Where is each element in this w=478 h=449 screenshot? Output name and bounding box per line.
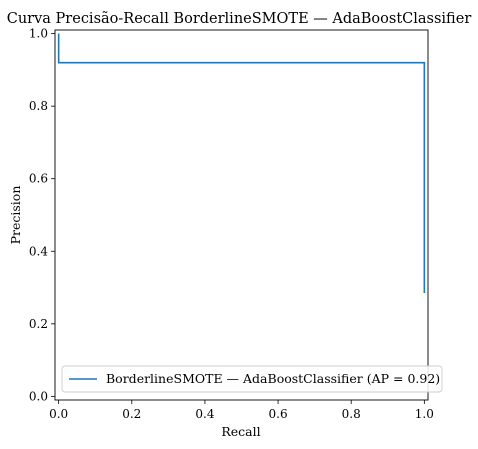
legend: BorderlineSMOTE — AdaBoostClassifier (AP…	[61, 365, 443, 393]
y-tick-label: 1.0	[29, 27, 48, 41]
x-tick-label: 0.6	[269, 407, 288, 421]
y-tick-label: 0.6	[29, 172, 48, 186]
legend-label: BorderlineSMOTE — AdaBoostClassifier (AP…	[106, 371, 440, 386]
x-axis-ticks: 0.0 0.2 0.4 0.6 0.8 1.0	[49, 400, 434, 421]
y-axis-label: Precision	[8, 186, 23, 245]
x-tick-label: 0.8	[342, 407, 361, 421]
plot-area	[57, 33, 426, 293]
x-axis-label: Recall	[221, 424, 260, 439]
y-tick-label: 0.4	[29, 244, 48, 258]
y-tick-label: 0.8	[29, 99, 48, 113]
legend-box	[61, 365, 443, 393]
x-tick-label: 0.0	[49, 407, 68, 421]
x-tick-label: 1.0	[415, 407, 434, 421]
y-axis-ticks: 0.0 0.2 0.4 0.6 0.8 1.0	[29, 27, 55, 403]
x-tick-label: 0.4	[195, 407, 214, 421]
series-line-0	[57, 33, 426, 293]
x-tick-label: 0.2	[122, 407, 141, 421]
plot-frame	[54, 29, 429, 401]
y-tick-label: 0.2	[29, 317, 48, 331]
y-tick-label: 0.0	[29, 389, 48, 403]
chart-title: Curva Precisão-Recall BorderlineSMOTE — …	[7, 11, 472, 27]
